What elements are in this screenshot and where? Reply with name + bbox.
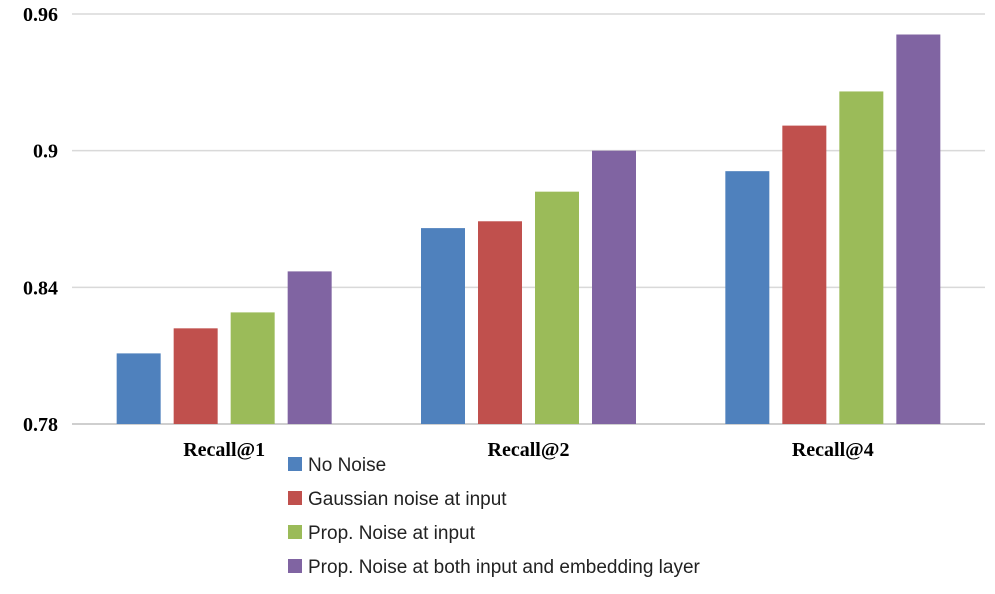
y-tick-label: 0.9 [33,141,58,163]
x-category-label: Recall@1 [183,439,265,461]
legend-label: No Noise [308,455,386,476]
legend-label: Prop. Noise at input [308,523,476,544]
bar [592,150,636,424]
y-tick-label: 0.78 [23,414,58,436]
bar [782,125,827,424]
legend-swatch [288,457,302,471]
x-category-label: Recall@4 [792,439,874,461]
y-tick-label: 0.96 [23,4,58,26]
bar [478,221,522,424]
y-tick-label: 0.84 [23,277,58,299]
bar [287,271,332,424]
bar [535,191,579,424]
bar [839,91,884,424]
bar [116,353,161,424]
legend-swatch [288,491,302,505]
legend-swatch [288,525,302,539]
legend-swatch [288,559,302,573]
bar [725,171,770,424]
bar [421,228,465,424]
bar [173,328,218,424]
legend-label: Gaussian noise at input [308,489,507,510]
legend-label: Prop. Noise at both input and embedding … [308,557,701,578]
bar [230,312,275,424]
bar [896,34,941,424]
x-category-label: Recall@2 [488,439,570,461]
